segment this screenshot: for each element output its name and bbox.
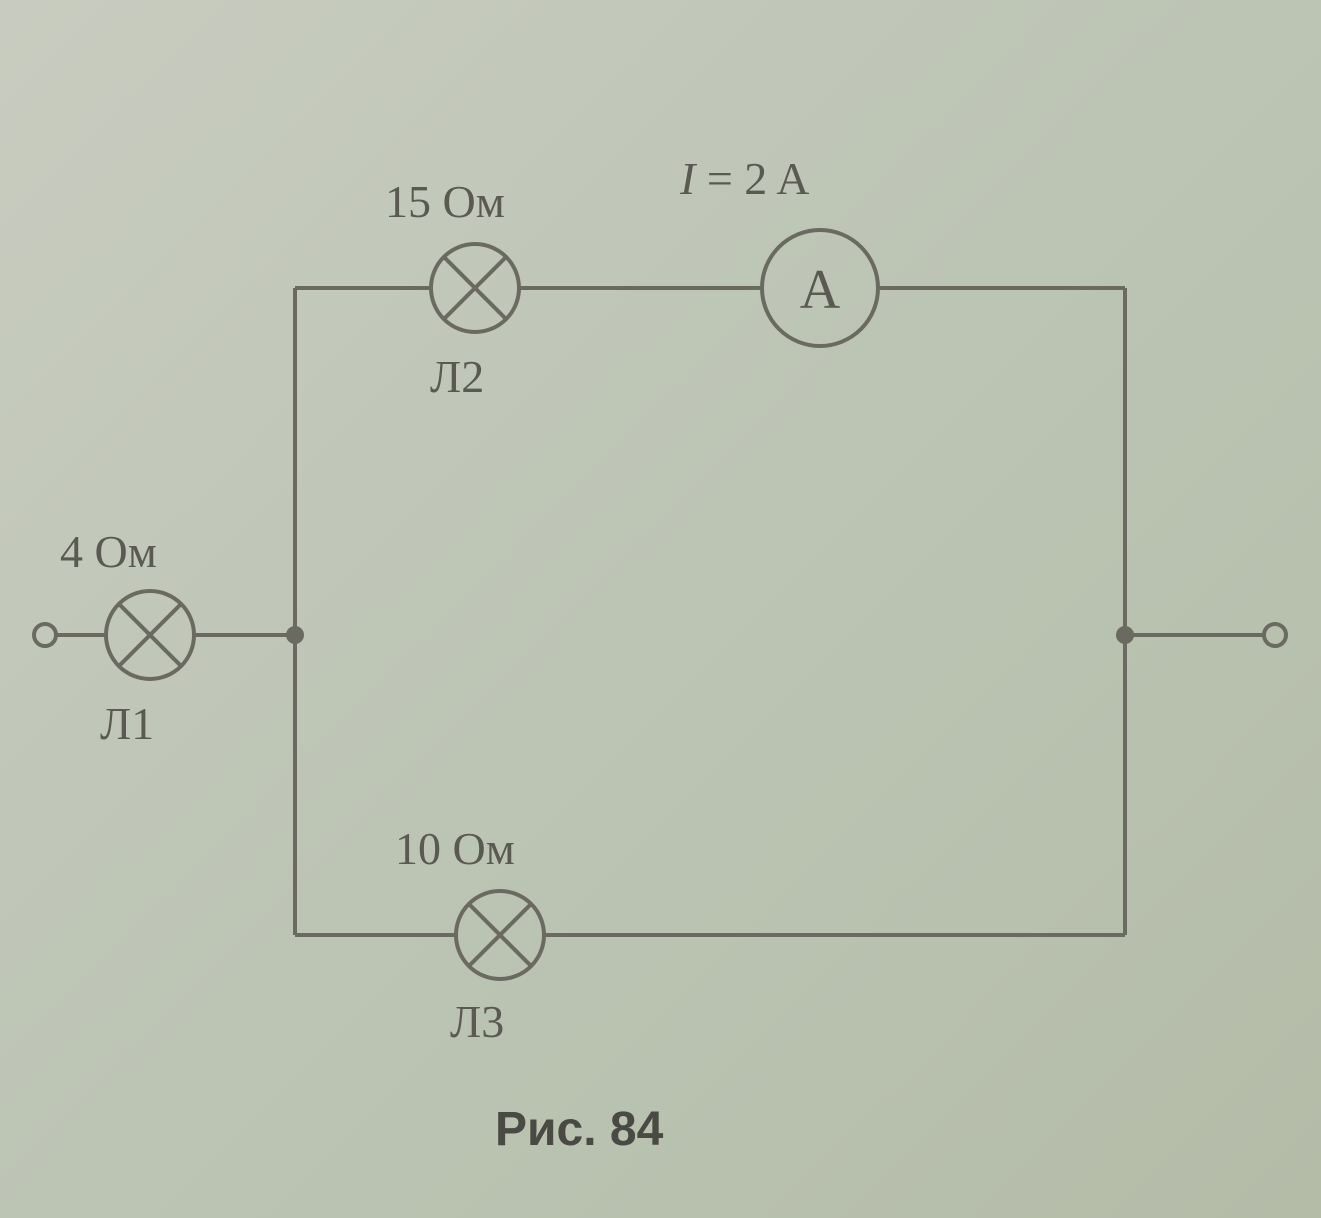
lamp-l3-icon	[456, 891, 544, 979]
lamp-l1-icon	[106, 591, 194, 679]
junction-left-icon	[286, 626, 304, 644]
left-terminal-icon	[34, 624, 56, 646]
junction-right-icon	[1116, 626, 1134, 644]
lamp2-value-label: 15 Ом	[385, 175, 505, 228]
lamp3-ref-label: Л3	[450, 995, 504, 1048]
current-symbol: I	[680, 153, 695, 204]
right-terminal-icon	[1264, 624, 1286, 646]
lamp1-value-label: 4 Ом	[60, 525, 157, 578]
lamp-l2-icon	[431, 244, 519, 332]
lamp3-value-label: 10 Ом	[395, 822, 515, 875]
lamp2-ref-label: Л2	[430, 350, 484, 403]
circuit-diagram: А 4 Ом Л1 15 Ом Л2 10 Ом Л3 I = 2 A Рис.…	[0, 0, 1321, 1218]
current-equals: = 2 A	[707, 153, 810, 204]
ammeter-symbol: А	[800, 259, 841, 321]
ammeter-current-label: I = 2 A	[680, 152, 809, 205]
circuit-svg: А	[0, 0, 1321, 1218]
figure-caption: Рис. 84	[495, 1102, 663, 1157]
lamp1-ref-label: Л1	[100, 697, 154, 750]
